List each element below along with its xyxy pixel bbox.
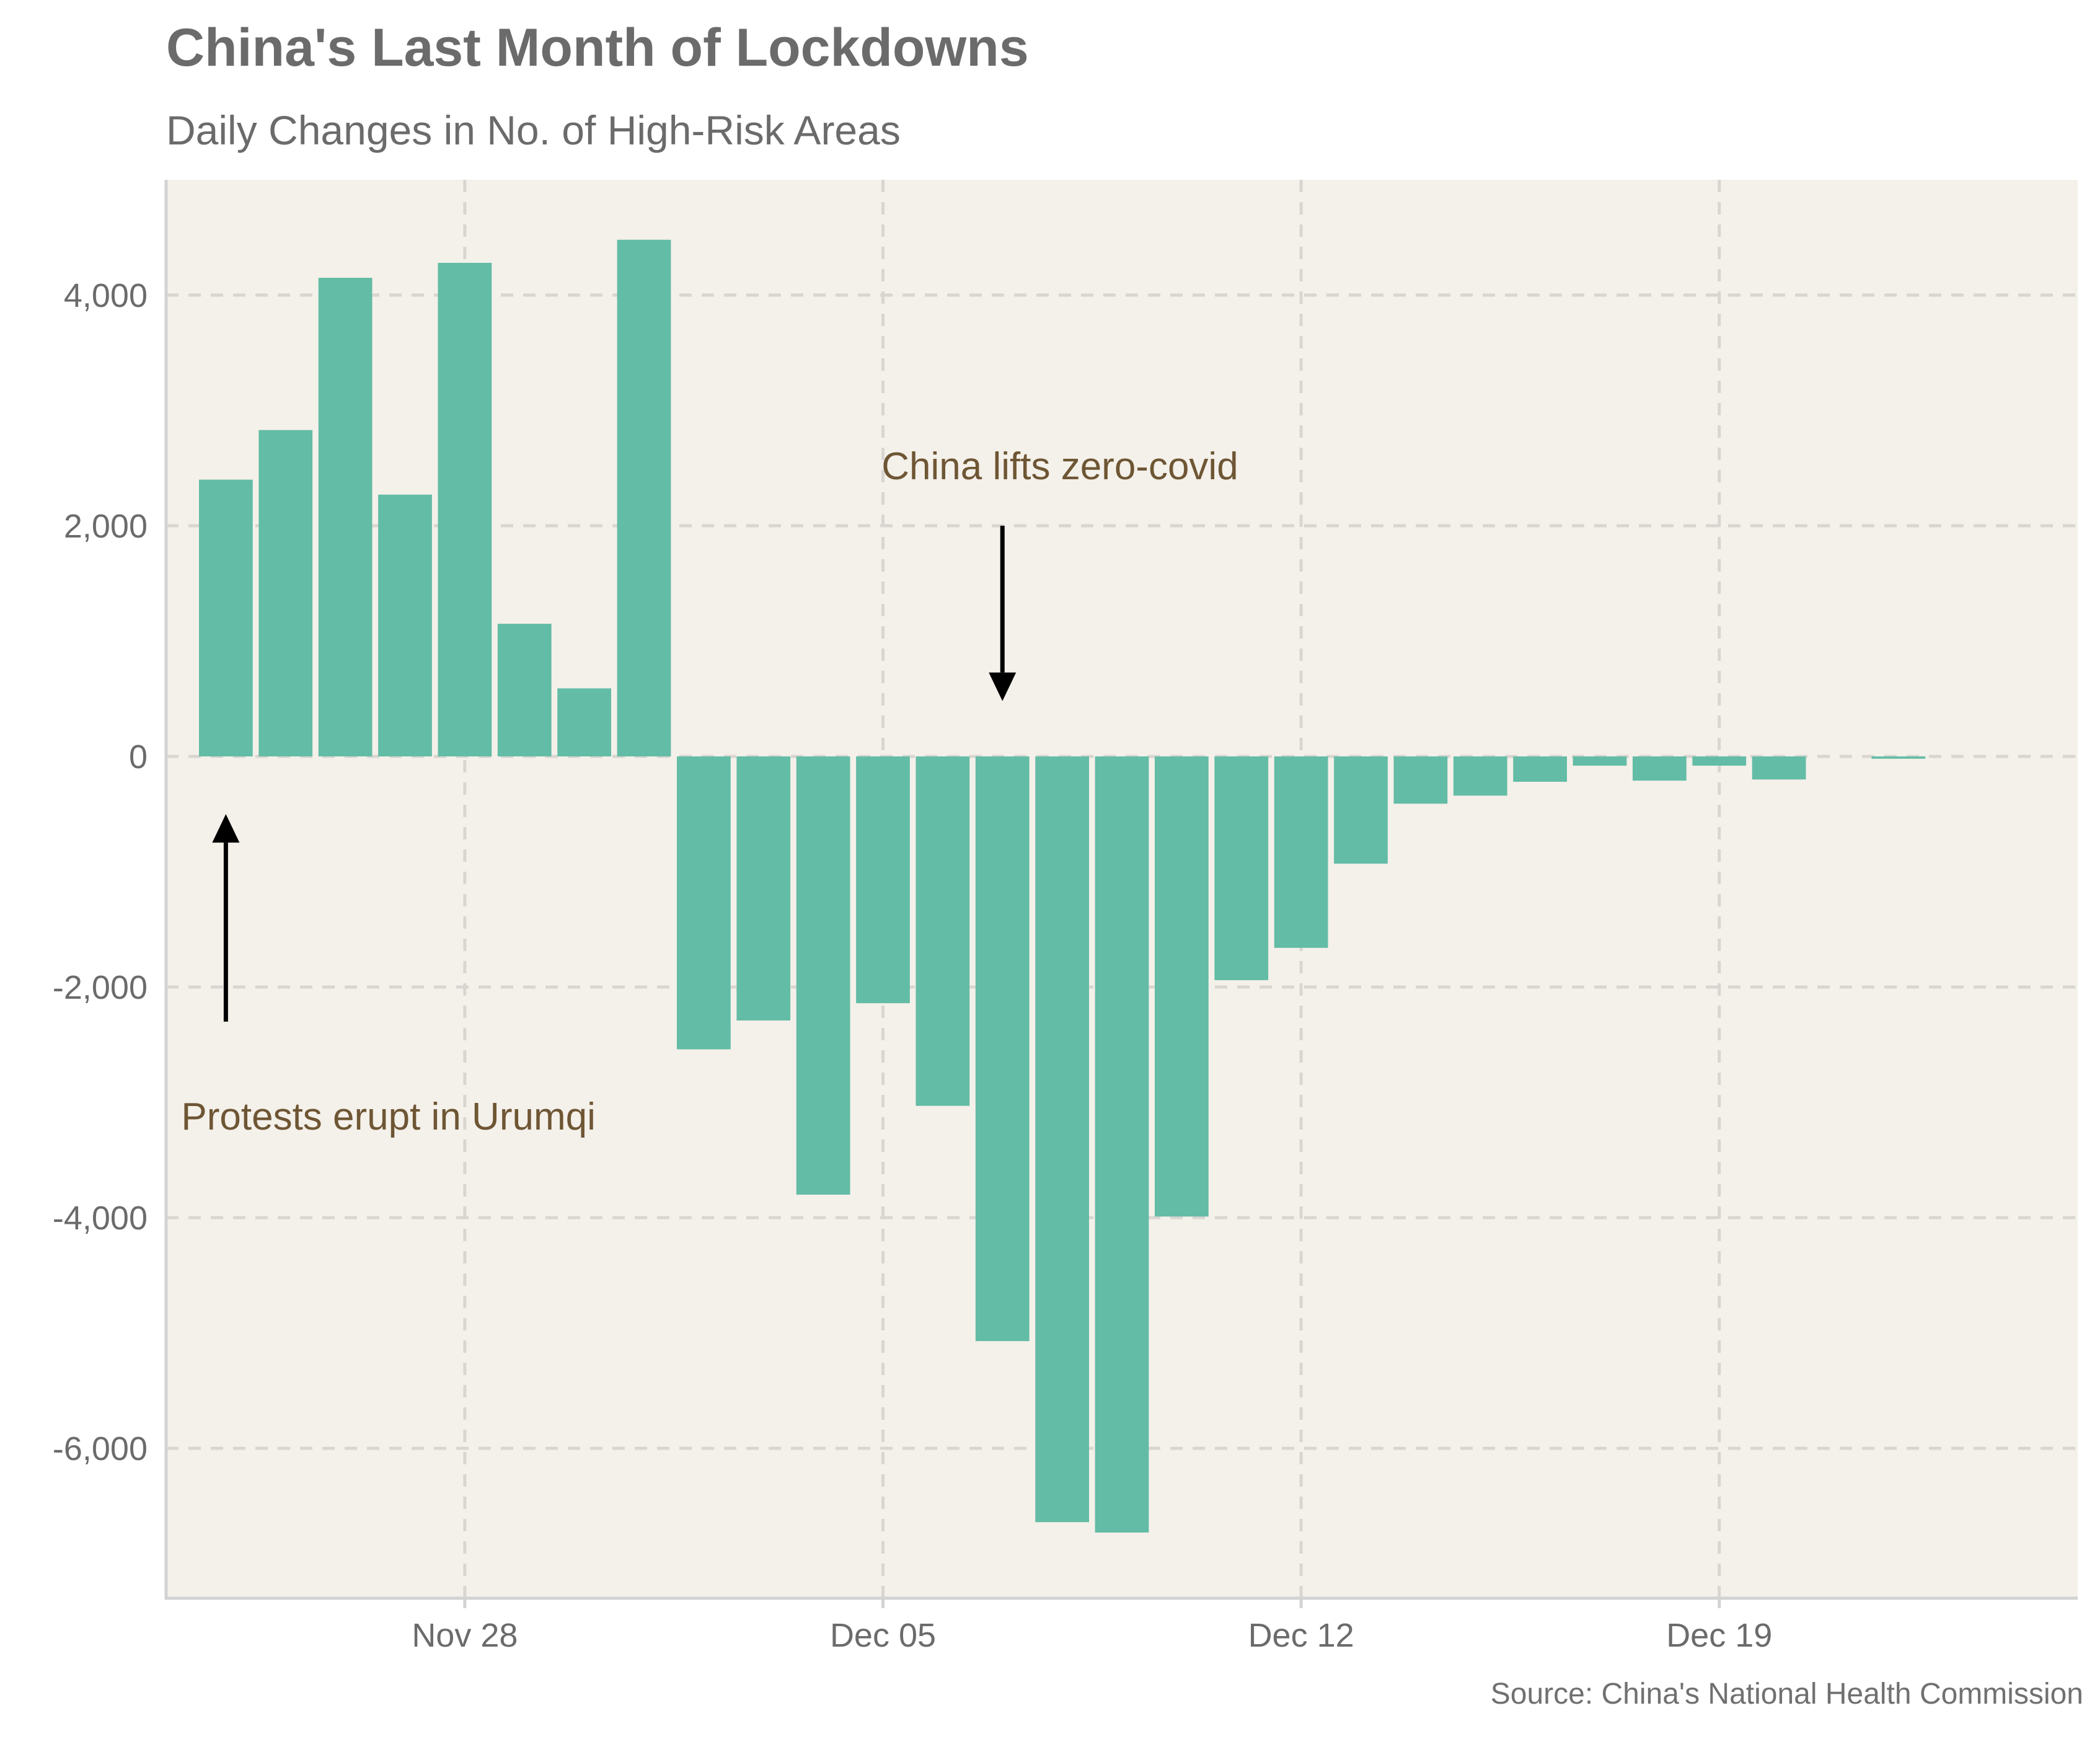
chart-title: China's Last Month of Lockdowns	[166, 18, 1029, 77]
x-tick-label: Dec 19	[1666, 1617, 1772, 1654]
bar	[1334, 756, 1388, 864]
tick-labels: -6,000 -4,000 -2,000 0 2,000 4,000 Nov 28 Dec 0…	[53, 277, 1772, 1654]
y-tick-label: -4,000	[53, 1200, 148, 1237]
bar	[1752, 756, 1806, 780]
y-tick-label: 2,000	[64, 508, 148, 545]
source-caption: Source: China's National Health Commissi…	[1490, 1678, 2083, 1710]
y-tick-label: -6,000	[53, 1430, 148, 1467]
annotation-arrow-head	[212, 814, 240, 843]
bar	[677, 756, 731, 1050]
bar	[1214, 756, 1269, 980]
bar	[617, 239, 671, 757]
bar	[1692, 756, 1747, 766]
axes	[164, 180, 2078, 1608]
y-tick-label: 0	[129, 738, 148, 776]
bar	[1453, 756, 1507, 796]
bar	[557, 688, 611, 757]
bar	[915, 756, 970, 1106]
bar	[1274, 756, 1328, 948]
bar	[438, 262, 492, 757]
bar	[497, 624, 552, 757]
bar	[318, 278, 373, 757]
bar	[796, 756, 850, 1195]
bar	[1573, 756, 1627, 766]
bar	[1035, 756, 1089, 1523]
bar	[856, 756, 910, 1004]
bar	[1871, 756, 1926, 759]
bar	[975, 756, 1030, 1342]
annotations: China lifts zero-covid Protests erupt in …	[181, 445, 1238, 1138]
bar	[378, 494, 432, 757]
chart-subtitle: Daily Changes in No. of High-Risk Areas	[166, 107, 901, 153]
bar	[199, 479, 253, 757]
bar	[1633, 756, 1687, 781]
bar	[1155, 756, 1209, 1217]
bars	[199, 239, 1926, 1533]
x-tick-label: Dec 05	[830, 1617, 936, 1654]
bar	[1393, 756, 1448, 804]
x-tick-label: Nov 28	[412, 1617, 518, 1654]
bar	[258, 430, 313, 757]
bar	[1513, 756, 1567, 782]
bar	[736, 756, 791, 1021]
annotation-label-zero-covid: China lifts zero-covid	[881, 445, 1238, 488]
bar	[1095, 756, 1149, 1533]
annotation-arrow-head	[989, 672, 1017, 701]
y-tick-label: 4,000	[64, 277, 148, 314]
x-tick-label: Dec 12	[1248, 1617, 1354, 1654]
annotation-label-protests: Protests erupt in Urumqi	[181, 1095, 595, 1138]
y-tick-label: -2,000	[53, 969, 148, 1006]
